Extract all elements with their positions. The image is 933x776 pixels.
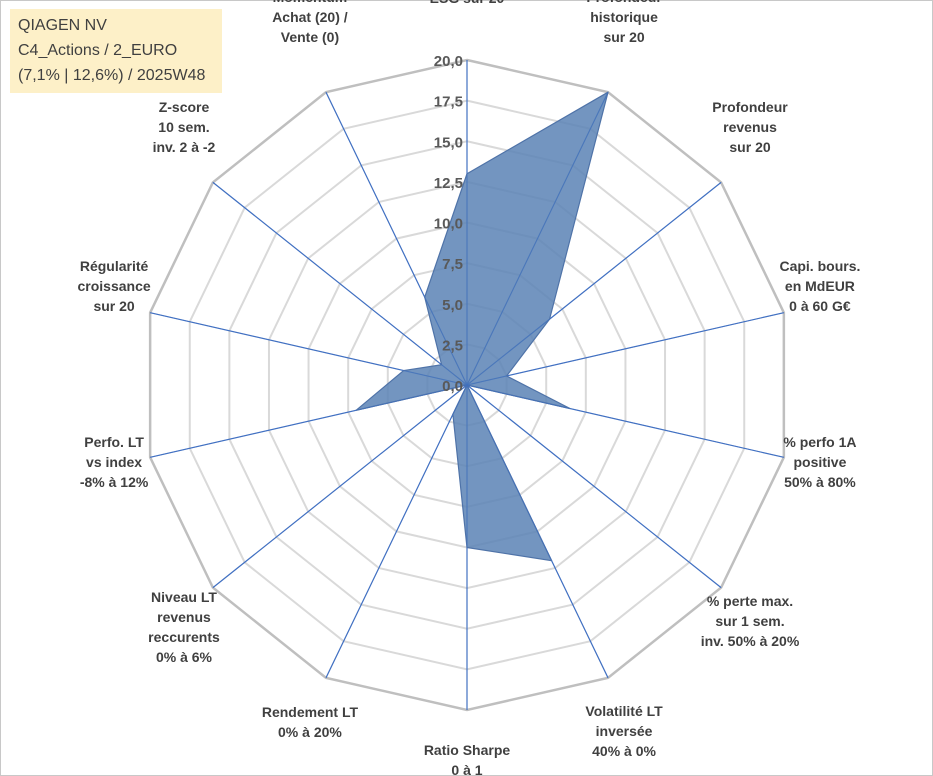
tick-label: 10,0: [434, 216, 463, 233]
tick-label: 5,0: [442, 297, 463, 314]
axis-spoke-overlay: [466, 182, 722, 386]
tick-label: 2,5: [442, 337, 463, 354]
tick-label: 12,5: [434, 175, 463, 192]
axis-label: % perte max. sur 1 sem. inv. 50% à 20%: [701, 593, 800, 649]
axis-spoke-overlay: [466, 92, 609, 386]
radar-series: [150, 60, 784, 710]
tick-label: 17,5: [434, 94, 463, 111]
axis-label: Volatilité LT inversée 40% à 0%: [585, 703, 663, 759]
company-name: QIAGEN NV: [18, 17, 107, 34]
axis-label: Rendement LT 0% à 20%: [262, 704, 359, 740]
axis-label: Capi. bours. en MdEUR 0 à 60 G€: [779, 258, 860, 314]
axis-spoke-overlay: [212, 182, 468, 386]
tick-label: 20,0: [434, 53, 463, 70]
axis-label: Perfo. LT vs index -8% à 12%: [80, 434, 149, 490]
axis-label: Profondeur revenus sur 20: [712, 99, 788, 155]
axis-spoke-overlay: [325, 92, 468, 386]
axis-spoke-overlay: [466, 384, 722, 588]
axis-label: Z-score 10 sem. inv. 2 à -2: [153, 99, 216, 155]
axis-label: NoteESG sur 20: [430, 0, 505, 6]
axis-label: Niveau LT revenus reccurents 0% à 6%: [148, 589, 220, 665]
axis-label: Ratio Sharpe 0 à 1: [424, 742, 511, 776]
axis-spoke-overlay: [150, 312, 468, 386]
axis-label: MomentumAchat (20) /Vente (0): [272, 0, 348, 45]
axis-spoke-overlay: [466, 384, 609, 678]
tick-label: 15,0: [434, 134, 463, 151]
tick-label: 0,0: [442, 378, 463, 395]
axis-label: % perfo 1A positive 50% à 80%: [783, 434, 856, 490]
axis-spoke-overlay: [466, 312, 784, 386]
axis-spoke-overlay: [212, 384, 468, 588]
axis-spoke-overlay: [466, 384, 784, 458]
tick-label: 7,5: [442, 256, 463, 273]
chart-title-box: QIAGEN NV C4_Actions / 2_EURO (7,1% | 12…: [10, 9, 222, 93]
radar-axis-labels: NoteESG sur 20 Profondeurhistoriquesur 20…: [77, 0, 860, 776]
axis-label: Profondeurhistoriquesur 20: [586, 0, 662, 45]
performance-week-label: (7,1% | 12,6%) / 2025W48: [18, 67, 206, 84]
axis-spoke-overlay: [325, 384, 468, 678]
axis-label: Régularité croissance sur 20: [77, 258, 150, 314]
radar-tick-labels: 0,0 2,5 5,0 7,5 10,0 12,5 15,0 17,5 20,0: [434, 53, 463, 395]
category-label: C4_Actions / 2_EURO: [18, 42, 178, 59]
axis-spoke-overlay: [150, 384, 468, 458]
